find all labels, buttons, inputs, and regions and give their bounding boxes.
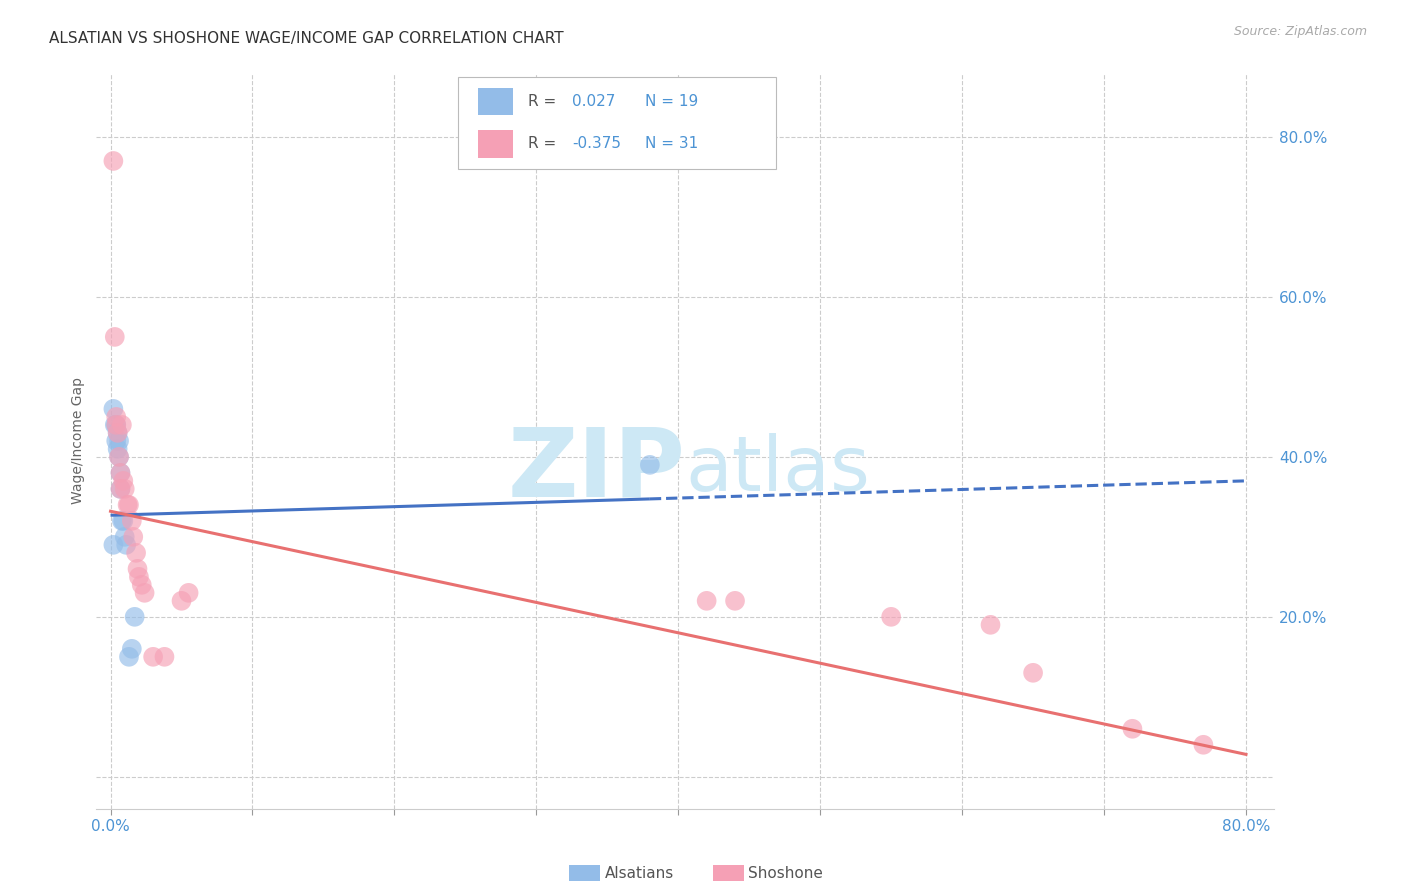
Text: R =: R = (527, 136, 561, 152)
Point (170, 594, 193, 608)
Text: N = 19: N = 19 (645, 94, 699, 109)
Point (696, 594, 718, 608)
Point (117, 498, 139, 512)
Text: N = 31: N = 31 (645, 136, 699, 152)
Point (118, 498, 141, 512)
Text: Alsatians: Alsatians (605, 866, 673, 880)
Text: -0.375: -0.375 (572, 136, 621, 152)
Point (103, 401, 125, 416)
Point (105, 417, 128, 432)
Point (124, 610, 146, 624)
Point (103, 153, 125, 168)
Point (177, 586, 200, 600)
Y-axis label: Wage/Income Gap: Wage/Income Gap (72, 377, 86, 504)
Point (105, 434, 128, 448)
Text: 0.027: 0.027 (572, 94, 616, 109)
Point (125, 546, 148, 560)
Point (111, 417, 134, 432)
Point (104, 417, 127, 432)
Point (105, 409, 128, 424)
Point (112, 474, 135, 488)
Point (104, 330, 127, 344)
Text: atlas: atlas (685, 434, 870, 508)
Point (115, 538, 138, 552)
Point (134, 586, 156, 600)
Point (724, 594, 747, 608)
Point (1022, 665, 1045, 680)
Point (131, 578, 153, 592)
FancyBboxPatch shape (458, 77, 776, 169)
Point (153, 649, 176, 664)
FancyBboxPatch shape (478, 130, 513, 158)
Point (114, 530, 136, 544)
Point (1192, 738, 1215, 752)
Point (110, 466, 132, 480)
Point (110, 466, 132, 480)
Point (103, 538, 125, 552)
Point (107, 425, 129, 440)
Point (142, 649, 165, 664)
Text: ZIP: ZIP (508, 424, 685, 516)
Point (114, 482, 136, 496)
Text: R =: R = (527, 94, 561, 109)
Point (979, 617, 1001, 632)
Point (1121, 722, 1143, 736)
Point (128, 570, 150, 584)
Point (107, 442, 129, 456)
Point (121, 641, 143, 656)
Point (110, 482, 132, 496)
Point (638, 458, 661, 472)
Point (122, 530, 145, 544)
Text: Source: ZipAtlas.com: Source: ZipAtlas.com (1233, 25, 1367, 38)
FancyBboxPatch shape (478, 87, 513, 115)
Point (108, 450, 131, 464)
Point (110, 482, 132, 496)
Point (108, 434, 131, 448)
Point (111, 514, 134, 528)
Point (112, 514, 135, 528)
Point (107, 425, 129, 440)
Point (118, 649, 141, 664)
Point (880, 610, 903, 624)
Point (127, 562, 149, 576)
Point (121, 514, 143, 528)
Point (105, 417, 128, 432)
Point (108, 450, 131, 464)
Text: ALSATIAN VS SHOSHONE WAGE/INCOME GAP CORRELATION CHART: ALSATIAN VS SHOSHONE WAGE/INCOME GAP COR… (49, 31, 564, 46)
Text: Shoshone: Shoshone (748, 866, 823, 880)
